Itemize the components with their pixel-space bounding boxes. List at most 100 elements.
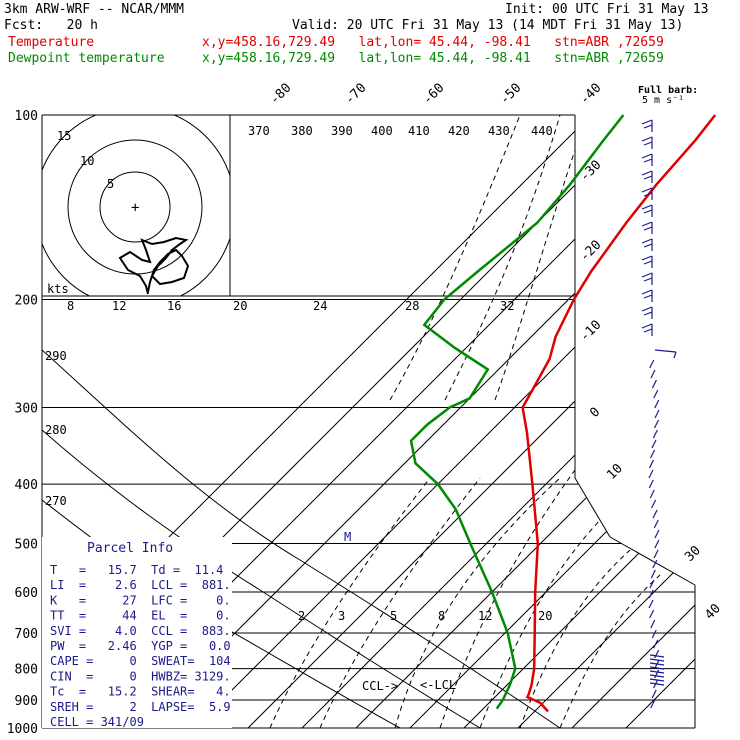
init-time: Init: 00 UTC Fri 31 May 13 [505,2,709,17]
adiabat-label: 430 [488,124,510,138]
parcel-info-box: Parcel Info T = 15.7 Td = 11.4LI = 2.6 L… [42,537,232,729]
wind-barb [649,658,665,662]
wind-barbs [641,119,677,709]
parcel-info-row: CELL = 341/09 [50,715,144,729]
adiabat-label: 440 [531,124,553,138]
wind-barb [641,119,653,125]
lcl-annotation: <-LCL [420,678,456,692]
wind-barb [641,272,653,278]
wind-barb [641,136,653,142]
pressure-label: 300 [15,401,38,416]
wind-barb [641,289,653,295]
temperature-trace [521,114,717,713]
isotherm-label: -70 [342,81,369,108]
wind-barb [651,379,657,389]
wind-barb [641,204,653,210]
pressure-label: 600 [15,586,38,601]
wind-barb [651,439,657,449]
isotherm-line [355,115,695,728]
adiabat-label: 420 [448,124,470,138]
pressure-label: 400 [15,478,38,493]
pressure-label: 900 [15,694,38,709]
wind-barb [649,678,665,682]
wind-barb [654,649,660,659]
wind-barb [649,670,665,674]
mixing-ratio-label: 12 [112,299,126,313]
wind-barb [652,509,658,519]
wind-barb [643,192,653,197]
wind-barb [648,479,654,489]
adiabat-label: 370 [248,124,270,138]
pressure-label: 700 [15,627,38,642]
ccl-annotation: CCL-> [362,679,398,693]
adiabat-label: 390 [331,124,353,138]
adiabat-label: 290 [45,349,67,363]
wind-barb [650,369,656,379]
wind-barb [641,221,653,227]
wind-barb [648,459,654,469]
wind-barb [643,294,653,299]
wind-barb [643,328,653,333]
wind-barb [641,323,653,329]
wind-barb [653,389,659,399]
parcel-info-row: K = 27 LFC = 0. [50,593,231,607]
pressure-label: 500 [15,537,38,552]
hodo-ring-label: 15 [57,129,71,143]
barb-legend-title: Full barb: [638,85,698,96]
mixing-ratio-label: 5 [390,609,397,623]
pressure-label: 200 [15,294,38,309]
isotherm-label: 40 [702,601,724,623]
hodograph-center: + [131,200,139,216]
adiabat-label: 380 [291,124,313,138]
wind-barb [643,209,653,214]
wind-barb [651,689,657,699]
parcel-info-row: CAPE = 0 SWEAT= 104 [50,654,231,668]
mixing-ratio-label: 24 [313,299,327,313]
mixing-ratio-label: 8 [438,609,445,623]
pressure-label: 100 [15,109,38,124]
parcel-info-row: Tc = 15.2 SHEAR= 4. [50,685,231,699]
wind-barb [643,226,653,231]
parcel-info-row: SVI = 4.0 CCL = 883. [50,624,231,638]
wind-barb [643,175,653,180]
parcel-info-row: LI = 2.6 LCL = 881. [50,578,231,592]
adiabat-label: 280 [45,423,67,437]
wind-barb [654,539,660,549]
wind-barb [654,409,660,419]
wind-barb [649,489,655,499]
wind-barb [649,654,665,658]
adiabat-label: 410 [408,124,430,138]
wind-barb [650,569,656,579]
pressure-label: 800 [15,663,38,678]
isotherm-label: 30 [682,543,704,565]
wind-barb [649,674,665,678]
moist-adiabats [269,115,661,728]
wind-barb [641,238,653,244]
temperature-location: x,y=458.16,729.49 lat,lon= 45.44, -98.41… [202,35,664,50]
dewpoint-location: x,y=458.16,729.49 lat,lon= 45.44, -98.41… [202,51,664,66]
wind-barb [653,519,659,529]
wind-barb [643,141,653,146]
mixing-ratio-label: 16 [167,299,181,313]
wind-barb [651,629,657,639]
isotherm-label: -50 [497,81,524,108]
hodo-ring-label: 10 [80,154,94,168]
model-title: 3km ARW-WRF -- NCAR/MMM [4,2,185,17]
parcel-info-row: T = 15.7 Td = 11.4 [50,563,223,577]
hodo-ring-label: 5 [107,177,114,191]
wind-barb [641,170,653,176]
wind-barb [653,419,660,429]
wind-barb [651,499,657,509]
wind-barb [654,529,660,539]
hodograph: + 5 10 15 kts [42,115,230,296]
temperature-label: Temperature [8,35,95,50]
isotherm-line [409,115,695,728]
mixing-ratio-label: 8 [67,299,74,313]
isotherm-line [571,115,695,728]
parcel-info-row: CIN = 0 HWBZ= 3129. [50,669,231,683]
wind-barb [653,639,659,649]
wind-barb [649,359,655,369]
isotherm-line [247,115,695,728]
wind-barb [649,579,655,589]
